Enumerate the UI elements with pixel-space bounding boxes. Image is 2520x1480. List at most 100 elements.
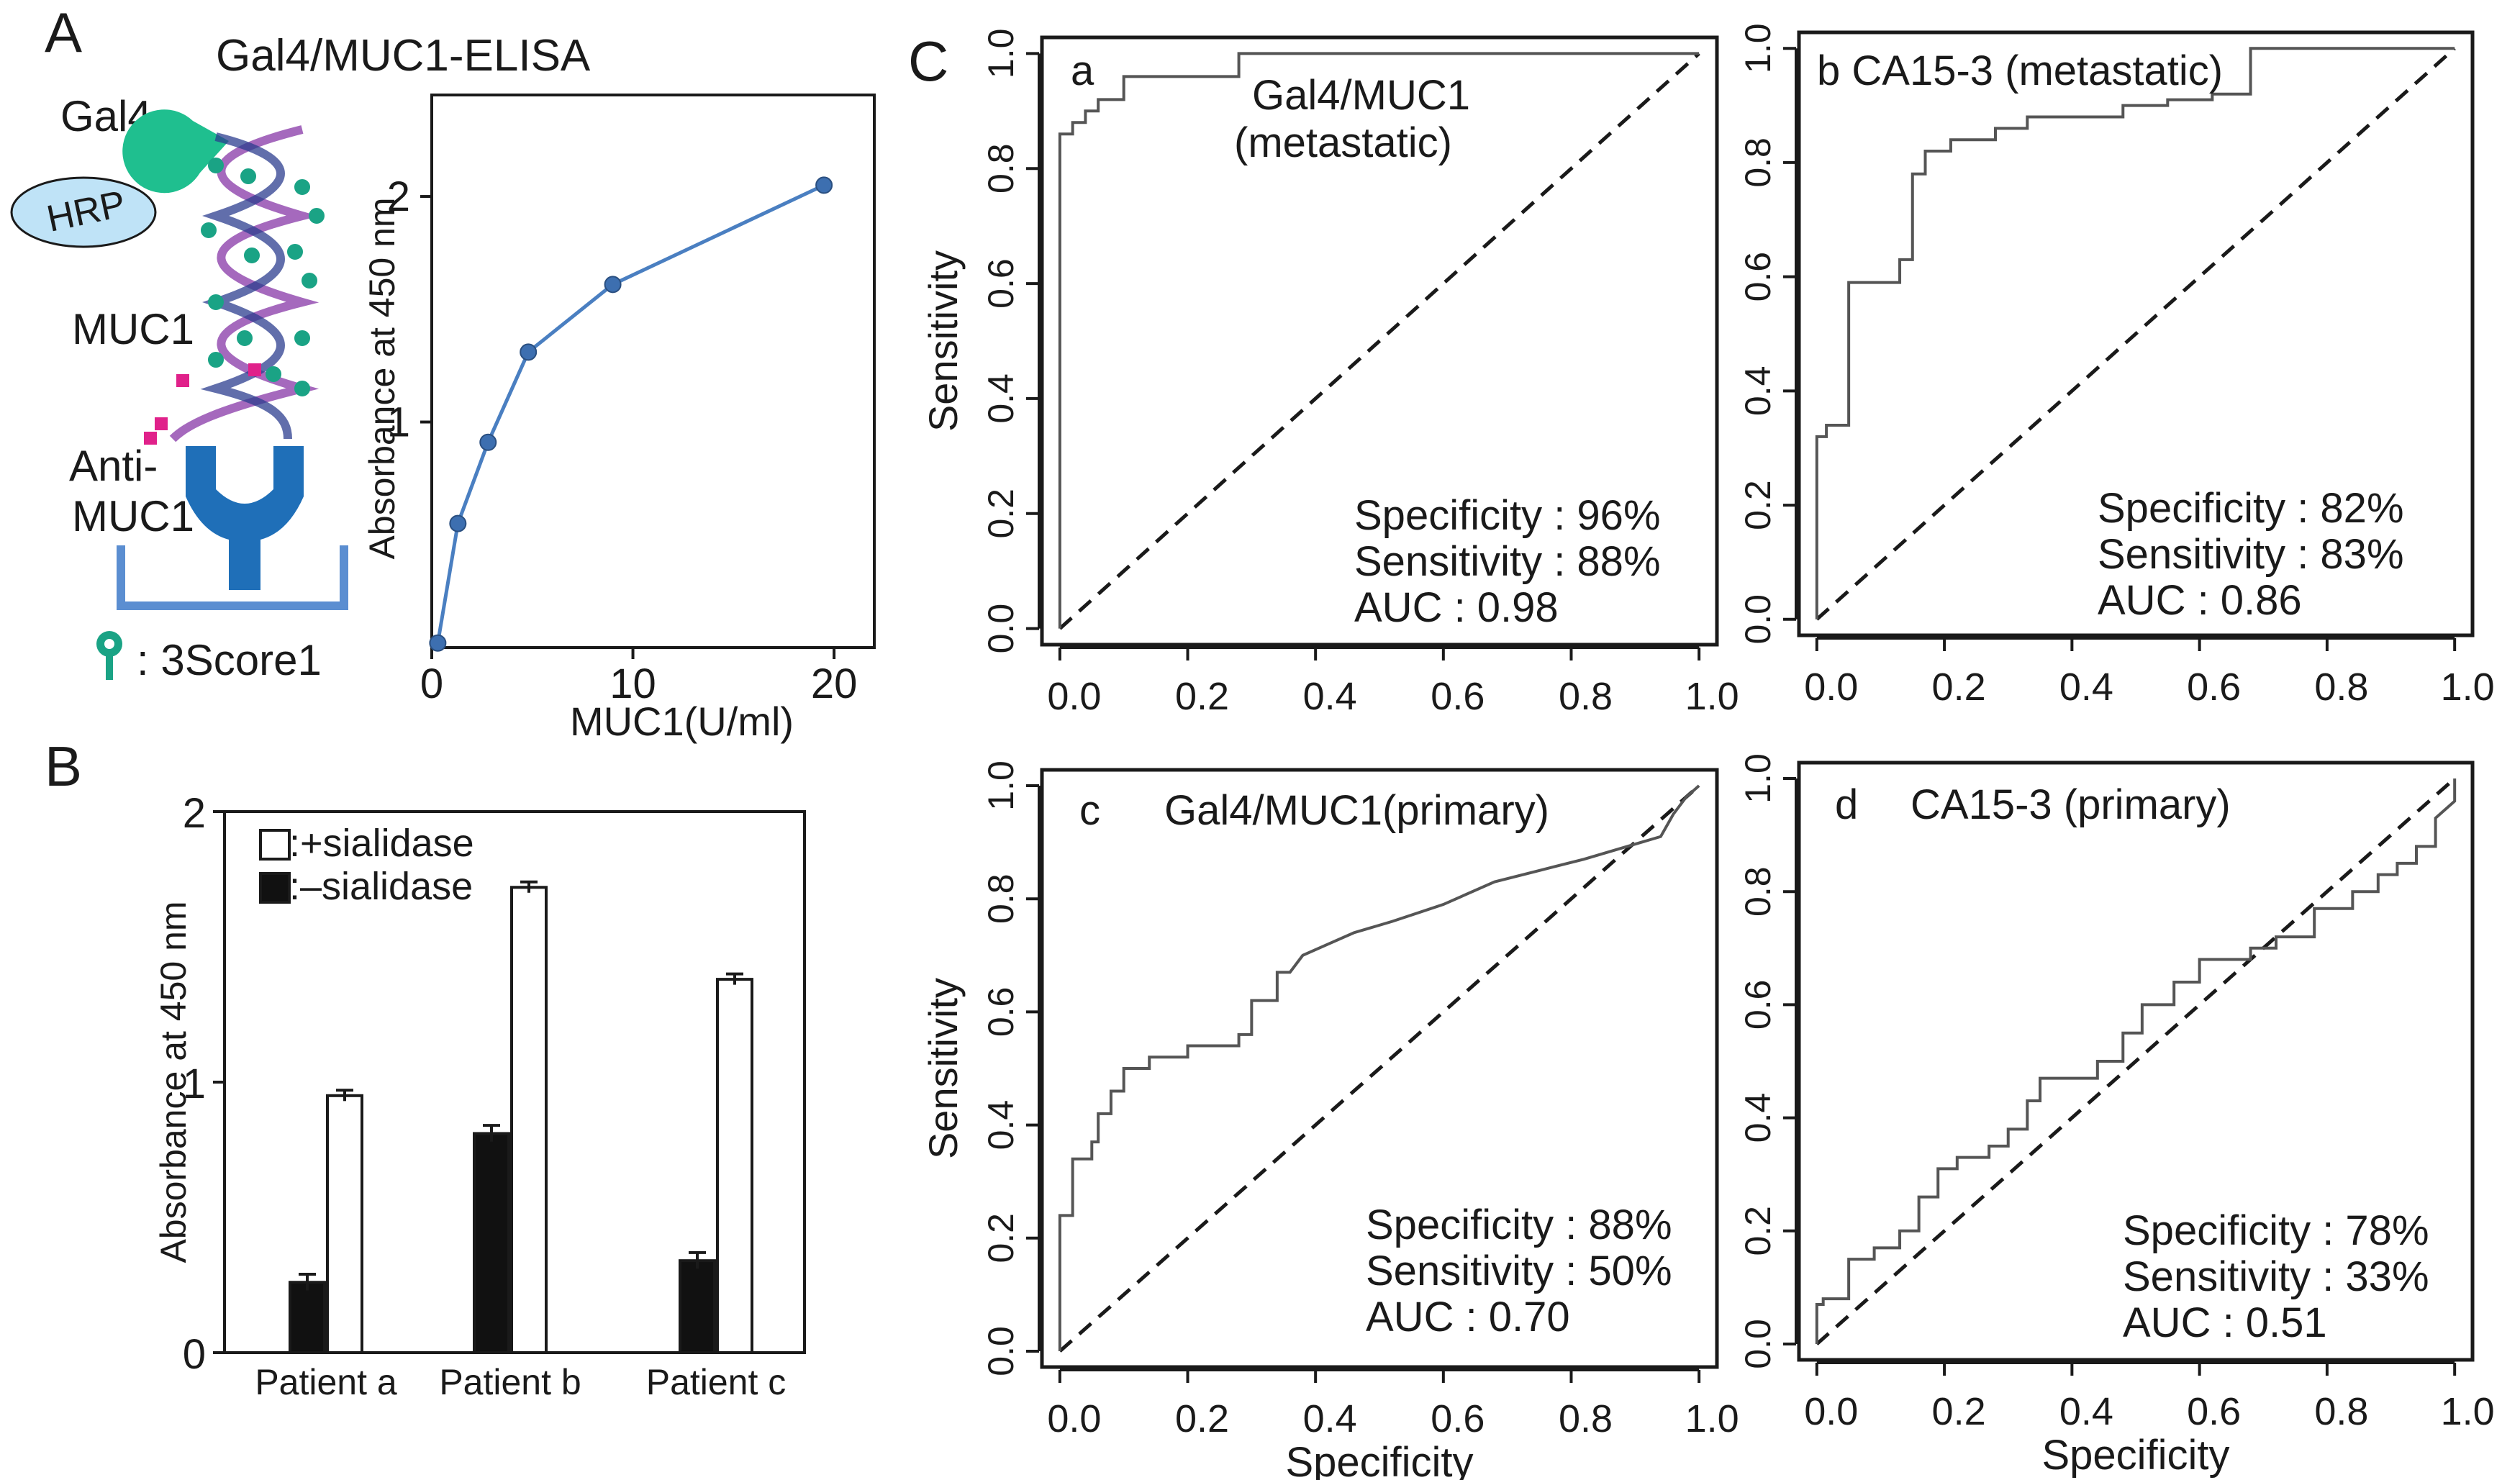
data-point <box>449 514 467 532</box>
x-tick-label: 0.2 <box>1932 1390 1986 1433</box>
y-tick-label: 0.8 <box>981 873 1021 924</box>
bar <box>326 1094 363 1355</box>
anti-muc1-label-1: Anti- <box>69 442 158 490</box>
muc1-label: MUC1 <box>72 305 194 353</box>
y-tick-label: 0 <box>183 1331 206 1378</box>
gal4-protein-icon <box>122 109 229 194</box>
plot-frame <box>430 94 876 649</box>
x-tick-label: 0.4 <box>2059 1390 2113 1433</box>
y-tick-label: 1.0 <box>981 761 1021 811</box>
y-tick-label: 0.4 <box>1738 366 1778 417</box>
x-tick-label: 0.6 <box>1431 675 1485 718</box>
plot-frame <box>1040 35 1719 647</box>
y-tick-label: 2 <box>387 173 410 220</box>
y-tick-label: 0.4 <box>981 373 1021 424</box>
panel-label-c: C <box>908 29 948 93</box>
y-tick-label: 1 <box>387 399 410 446</box>
plate-well-icon <box>117 545 348 610</box>
stat-text: Sensitivity : 88% <box>1354 538 1661 585</box>
y-tick-label: 0.2 <box>1738 1206 1778 1256</box>
panel-title: c <box>1079 787 1100 834</box>
curve-label-2: (metastatic) <box>1234 119 1452 166</box>
chart-ca-roc: 0.0 0.0 0.2 0.2 0.4 0.4 0.6 0.6 0.8 0.8 1.0 1.0 a Gal… <box>920 29 1739 718</box>
y-axis-label: Absorbance at 450 nm <box>153 901 194 1263</box>
chart-cd-roc: 0.0 0.0 0.2 0.2 0.4 0.4 0.6 0.6 0.8 0.8 1.0 1.0 d CA1… <box>1738 753 2495 1479</box>
y-tick-label: 0.2 <box>981 489 1021 539</box>
chart-a-elisa-standard: 0 10 20 1 2 MUC1(U/ml) Absorbance at 450 nm <box>362 94 876 744</box>
data-point <box>429 634 447 652</box>
plot-frame <box>1797 761 2475 1362</box>
plot-frame <box>1797 30 2475 637</box>
legend-label: :–sialidase <box>289 865 473 908</box>
y-tick-label: 0.0 <box>1738 594 1778 645</box>
x-tick-label: 0.0 <box>1047 675 1101 718</box>
x-tick-label: 10 <box>609 660 656 707</box>
data-line <box>435 183 825 644</box>
stat-text: Specificity : 78% <box>2123 1207 2429 1254</box>
legend-label: :+sialidase <box>289 822 474 865</box>
data-point <box>604 276 622 294</box>
y-tick-label: 0.8 <box>1738 137 1778 188</box>
y-tick-label: 0.6 <box>981 987 1021 1038</box>
glycan-icons <box>201 158 325 396</box>
x-tick-label: 0.0 <box>1047 1397 1101 1440</box>
plot-frame <box>1040 768 1719 1369</box>
y-tick-label: 1.0 <box>1738 23 1778 73</box>
x-tick-label: 0.8 <box>1559 1397 1613 1440</box>
curve-label: Gal4/MUC1(primary) <box>1164 787 1549 834</box>
chance-diagonal <box>1059 784 1700 1353</box>
category-label: Patient b <box>439 1362 581 1402</box>
bar <box>473 1132 510 1354</box>
x-tick-label: 1.0 <box>2441 666 2495 709</box>
x-tick-label: 0.2 <box>1175 675 1229 718</box>
stat-text: AUC : 0.86 <box>2098 577 2302 624</box>
y-tick-label: 0.6 <box>1738 980 1778 1030</box>
antibody-icon <box>186 446 304 590</box>
x-tick-label: 0.0 <box>1804 666 1858 709</box>
y-tick-label: 0.4 <box>981 1100 1021 1150</box>
stat-text: AUC : 0.51 <box>2123 1299 2327 1346</box>
y-tick-label: 0.4 <box>1738 1093 1778 1143</box>
x-tick-label: 0.2 <box>1932 666 1986 709</box>
panel-title: a <box>1071 47 1094 94</box>
data-point <box>479 433 497 451</box>
category-label: Patient c <box>646 1362 787 1402</box>
stat-text: Specificity : 96% <box>1354 492 1661 539</box>
chance-diagonal <box>1059 52 1700 630</box>
x-tick-label: 0.6 <box>1431 1397 1485 1440</box>
bar <box>716 978 753 1354</box>
curve-label: Gal4/MUC1 <box>1252 72 1470 119</box>
roc-curve <box>1815 778 2457 1344</box>
panel-title: d <box>1835 781 1858 828</box>
data-point <box>815 176 833 194</box>
y-tick-label: 1.0 <box>1738 753 1778 804</box>
bar <box>510 886 548 1354</box>
x-axis-label: Specificity <box>1285 1439 1473 1480</box>
roc-curve <box>1815 47 2455 619</box>
bar <box>679 1259 716 1355</box>
y-tick-label: 0.0 <box>1738 1319 1778 1369</box>
chart-cc-roc: 0.0 0.0 0.2 0.2 0.4 0.4 0.6 0.6 0.8 0.8 1.0 1.0 c Gal… <box>920 761 1739 1480</box>
chart-cb-roc: 0.0 0.0 0.2 0.2 0.4 0.4 0.6 0.6 0.8 0.8 1.0 1.0 b CA… <box>1738 23 2495 709</box>
stat-text: AUC : 0.70 <box>1366 1294 1570 1340</box>
x-tick-label: 0.0 <box>1804 1390 1858 1433</box>
anti-muc1-label-2: MUC1 <box>72 492 194 540</box>
y-tick-label: 0.8 <box>1738 866 1778 917</box>
x-tick-label: 0 <box>420 660 443 707</box>
x-tick-label: 0.8 <box>2314 1390 2368 1433</box>
stat-text: Sensitivity : 50% <box>1366 1248 1672 1294</box>
legend-swatch <box>259 829 291 861</box>
x-tick-label: 0.8 <box>1559 675 1613 718</box>
muc1-helix-icon <box>169 125 319 442</box>
3score1-legend-icon <box>96 631 122 680</box>
chance-diagonal <box>1816 47 2456 621</box>
sialyl-glycan-icons <box>144 363 261 445</box>
bar <box>289 1281 326 1354</box>
y-tick-label: 0.2 <box>1738 480 1778 530</box>
panel-label-b: B <box>45 735 82 798</box>
y-tick-label: 0.8 <box>981 143 1021 194</box>
y-axis-label: Sensitivity <box>920 250 966 432</box>
y-tick-label: 2 <box>183 790 206 837</box>
legend-swatch <box>259 872 291 904</box>
stat-text: Specificity : 88% <box>1366 1202 1672 1248</box>
